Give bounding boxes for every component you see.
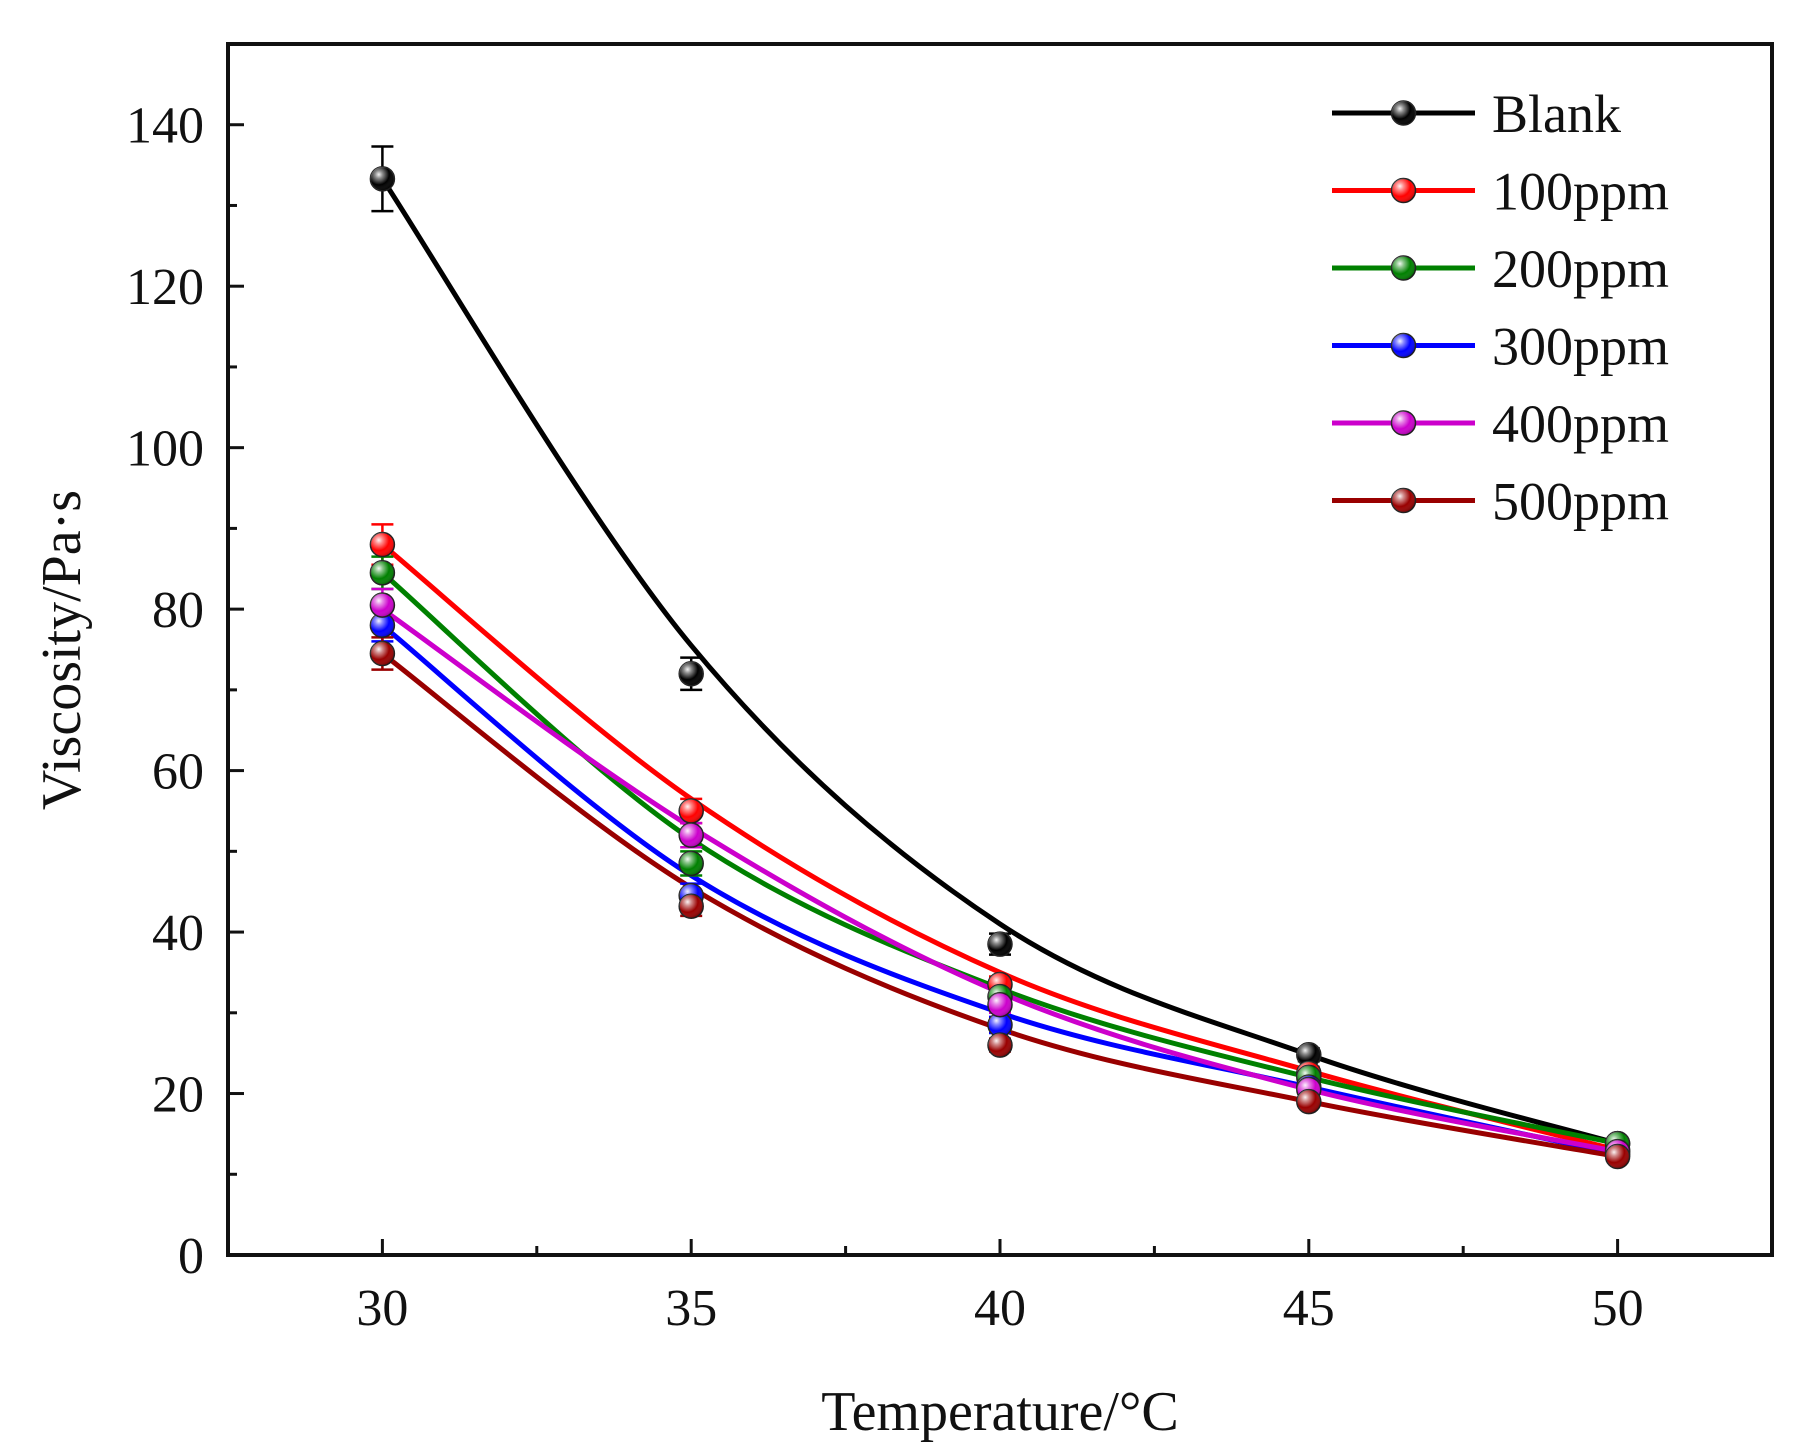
data-point-blank: [987, 931, 1013, 957]
fit-line-500ppm: [379, 651, 1621, 1160]
data-point-blank: [678, 660, 704, 687]
plot-frame: [226, 42, 1774, 1257]
legend-label: 100ppm: [1492, 162, 1669, 222]
y-tick-label: 40: [152, 905, 204, 962]
legend-label: 500ppm: [1492, 472, 1669, 532]
y-tick-label: 0: [178, 1228, 204, 1285]
y-tick-label: 60: [152, 744, 204, 801]
legend-item-100ppm: 100ppm: [1332, 162, 1669, 222]
y-axis: 0 20 40 60 80 100 120 140: [126, 98, 244, 1285]
data-point-100ppm: [678, 798, 704, 824]
y-tick-label: 140: [126, 98, 204, 155]
y-tick-label: 120: [126, 259, 204, 316]
legend-label: Blank: [1492, 84, 1621, 144]
legend-marker: [1390, 332, 1417, 359]
x-axis: 30 35 40 45 50: [356, 1239, 1644, 1337]
fit-line-200ppm: [379, 570, 1621, 1147]
x-tick-label: 30: [356, 1280, 408, 1337]
data-point-200ppm: [369, 560, 396, 586]
legend-label: 400ppm: [1492, 394, 1669, 454]
legend-marker: [1390, 487, 1417, 514]
data-point-300ppm: [987, 1012, 1013, 1038]
x-tick-label: 40: [974, 1280, 1026, 1337]
legend-item-200ppm: 200ppm: [1332, 239, 1669, 299]
data-point-blank: [369, 166, 396, 192]
x-tick-label: 50: [1592, 1280, 1644, 1337]
legend-label: 200ppm: [1492, 239, 1669, 299]
data-point-blank: [1296, 1042, 1322, 1068]
legend-marker: [1390, 410, 1417, 436]
data-markers: [369, 166, 1631, 1170]
y-tick-label: 20: [152, 1067, 204, 1124]
data-point-100ppm: [369, 531, 396, 558]
fit-line-400ppm: [379, 606, 1621, 1155]
data-point-400ppm: [369, 592, 396, 618]
legend-marker: [1390, 100, 1417, 126]
legend-item-500ppm: 500ppm: [1332, 472, 1669, 532]
data-point-500ppm: [987, 1032, 1013, 1058]
legend-marker: [1390, 177, 1417, 204]
data-point-400ppm: [987, 991, 1013, 1018]
legend-item-blank: Blank: [1332, 84, 1621, 144]
data-point-300ppm: [369, 612, 396, 639]
fit-line-100ppm: [379, 542, 1621, 1153]
legend-marker: [1390, 255, 1417, 281]
legend-item-400ppm: 400ppm: [1332, 394, 1669, 454]
legend: Blank 100ppm 200ppm 300ppm 400ppm 500ppm: [1332, 84, 1669, 532]
data-point-500ppm: [369, 640, 396, 667]
data-point-500ppm: [1296, 1088, 1322, 1115]
data-point-500ppm: [1604, 1143, 1631, 1170]
data-point-400ppm: [678, 822, 704, 848]
legend-item-300ppm: 300ppm: [1332, 317, 1669, 377]
fit-line-blank: [379, 176, 1621, 1147]
data-point-200ppm: [678, 850, 704, 877]
y-axis-label: Viscosity/Pa·s: [31, 490, 93, 810]
x-tick-label: 45: [1283, 1280, 1335, 1337]
y-tick-label: 100: [126, 421, 204, 478]
data-point-500ppm: [678, 893, 704, 919]
x-tick-label: 35: [665, 1280, 717, 1337]
y-tick-label: 80: [152, 582, 204, 639]
x-axis-label: Temperature/°C: [821, 1381, 1178, 1443]
legend-label: 300ppm: [1492, 317, 1669, 377]
